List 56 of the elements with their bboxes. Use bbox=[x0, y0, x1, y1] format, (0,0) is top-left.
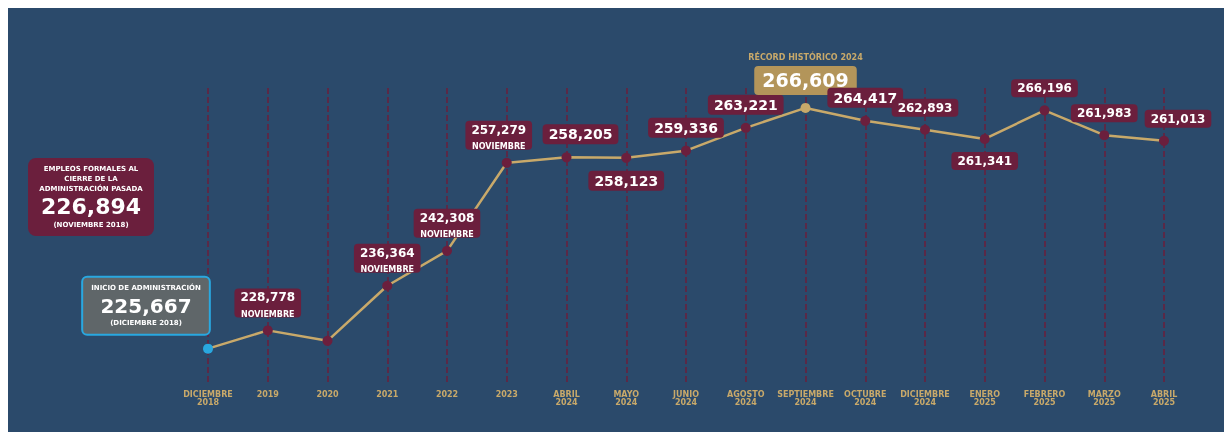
data-label: 236,364 bbox=[359, 245, 415, 260]
point bbox=[322, 335, 333, 346]
data-label: 259,336 bbox=[654, 119, 718, 136]
point bbox=[561, 152, 572, 163]
point bbox=[203, 343, 213, 354]
text: 226,894 bbox=[39, 194, 143, 220]
point bbox=[800, 102, 811, 113]
data-label: 261,013 bbox=[1150, 111, 1206, 126]
x-tick-label: JUNIO 2024 bbox=[672, 389, 700, 407]
x-tick-label: ABRIL 2025 bbox=[1150, 389, 1178, 407]
point bbox=[1099, 130, 1110, 141]
data-label: 261,983 bbox=[1076, 106, 1132, 121]
x-tick-label: FEBRERO 2025 bbox=[1023, 389, 1066, 407]
annotation: NOVIEMBRE bbox=[420, 230, 474, 240]
data-label: 266,609 bbox=[762, 69, 849, 92]
point bbox=[442, 245, 452, 256]
x-tick-label: 2022 bbox=[435, 389, 459, 399]
point bbox=[621, 152, 632, 163]
data-label: 264,417 bbox=[833, 89, 898, 106]
x-tick-label: MAYO 2024 bbox=[613, 389, 640, 407]
point bbox=[1159, 135, 1169, 146]
data-label: 266,196 bbox=[1017, 81, 1072, 96]
x-tick-label: DICIEMBRE 2024 bbox=[900, 389, 950, 407]
point bbox=[382, 280, 393, 291]
data-label: 228,778 bbox=[240, 290, 296, 305]
point bbox=[1039, 105, 1050, 116]
point bbox=[262, 325, 273, 336]
x-tick-label: DICIEMBRE 2018 bbox=[183, 389, 233, 407]
data-label: 225,667 bbox=[100, 293, 192, 318]
x-tick-label: ENERO 2025 bbox=[969, 389, 1001, 407]
x-tick-label: 2023 bbox=[495, 389, 518, 399]
data-label: 258,123 bbox=[594, 172, 659, 189]
x-tick-label: MARZO 2025 bbox=[1087, 389, 1121, 407]
annotation: NOVIEMBRE bbox=[360, 265, 415, 275]
x-tick-label: SEPTIEMBRE 2024 bbox=[777, 389, 834, 407]
x-tick-label: OCTUBRE 2024 bbox=[844, 389, 887, 407]
point bbox=[681, 145, 691, 156]
point bbox=[860, 115, 871, 126]
x-tick-label: 2021 bbox=[376, 389, 399, 399]
data-label: 257,279 bbox=[471, 122, 527, 137]
point bbox=[920, 124, 930, 135]
text: RÉCORD HISTÓRICO 2024 bbox=[748, 51, 864, 63]
x-tick-label: 2020 bbox=[316, 389, 340, 399]
annotation: NOVIEMBRE bbox=[471, 142, 526, 152]
data-label: 258,205 bbox=[548, 126, 613, 143]
data-label: 262,893 bbox=[897, 100, 953, 115]
annotation: NOVIEMBRE bbox=[240, 309, 295, 319]
x-tick-label: AGOSTO 2024 bbox=[726, 389, 765, 407]
point bbox=[501, 157, 512, 168]
data-label: 242,308 bbox=[419, 210, 475, 225]
point bbox=[740, 122, 751, 133]
data-label: 263,221 bbox=[713, 96, 778, 113]
x-tick-label: ABRIL 2024 bbox=[553, 389, 580, 407]
x-tick-label: 2019 bbox=[256, 389, 280, 399]
data-label: 261,341 bbox=[957, 153, 1013, 168]
point bbox=[979, 133, 990, 144]
